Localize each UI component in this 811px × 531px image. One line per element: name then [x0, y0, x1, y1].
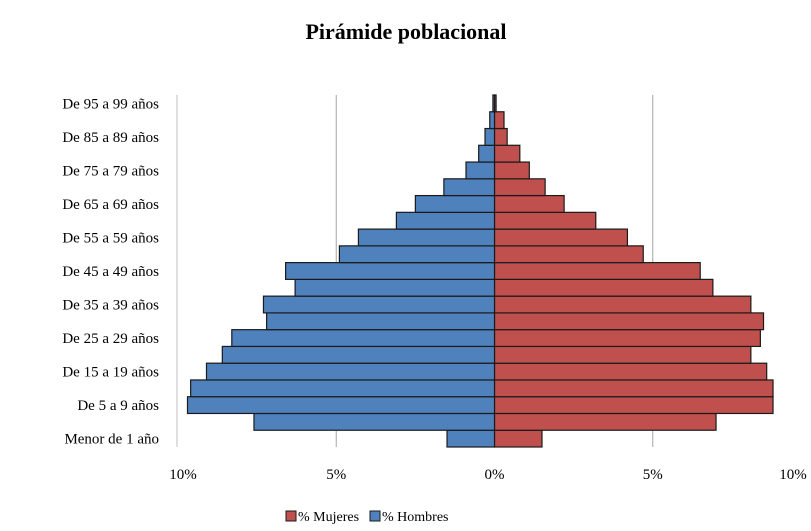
bar-mujeres [493, 412, 717, 431]
bar-hombres [253, 412, 496, 431]
bar-mujeres [493, 211, 597, 230]
bar-mujeres [493, 127, 508, 146]
y-tick-label: De 25 a 29 años [62, 331, 159, 347]
x-axis-labels: 10% 5% 0% 5% 10% [169, 467, 807, 483]
bar-mujeres [493, 245, 644, 264]
y-tick-label: De 5 a 9 años [77, 398, 159, 414]
bar-hombres [294, 278, 496, 297]
y-tick-label: De 15 a 19 años [62, 365, 159, 381]
y-tick-label: De 85 a 89 años [62, 130, 159, 146]
x-tick-label: 10% [779, 467, 807, 483]
bar-mujeres [493, 111, 505, 130]
bar-hombres [395, 211, 496, 230]
bar-hombres [465, 161, 496, 180]
bar-hombres [186, 396, 496, 415]
legend: % Mujeres % Hombres [285, 510, 449, 525]
bar-mujeres [493, 262, 701, 280]
bar-hombres [205, 362, 496, 381]
bar-mujeres [493, 396, 774, 415]
legend-swatch [285, 510, 297, 522]
x-tick-label: 5% [643, 467, 663, 483]
bar-mujeres [493, 362, 768, 381]
y-tick-label: De 65 a 69 años [62, 197, 159, 213]
bar-mujeres [493, 295, 752, 314]
bar-hombres [492, 94, 496, 113]
bars [186, 94, 774, 448]
bar-hombres [338, 245, 496, 264]
y-tick-label: De 95 a 99 años [62, 96, 159, 112]
bar-mujeres [493, 161, 530, 180]
legend-item: % Hombres [369, 510, 449, 525]
legend-item: % Mujeres [285, 510, 359, 525]
bar-hombres [489, 111, 496, 130]
bar-mujeres [493, 178, 546, 197]
legend-label: % Mujeres [298, 510, 359, 525]
bar-mujeres [493, 329, 761, 348]
bar-hombres [443, 178, 496, 197]
y-tick-label: De 45 a 49 años [62, 264, 159, 280]
bar-mujeres [493, 312, 765, 331]
bar-hombres [266, 312, 496, 331]
bar-hombres [478, 144, 496, 163]
bar-mujeres [493, 429, 543, 448]
y-tick-label: De 55 a 59 años [62, 230, 159, 246]
legend-label: % Hombres [382, 510, 449, 525]
bar-mujeres [493, 144, 521, 163]
bar-mujeres [493, 194, 565, 213]
y-axis-labels: Menor de 1 año De 5 a 9 años De 15 a 19 añ… [62, 96, 159, 447]
y-tick-label: De 35 a 39 años [62, 298, 159, 314]
legend-swatch [369, 510, 381, 522]
bar-hombres [221, 345, 496, 364]
chart-title: Pirámide poblacional [305, 19, 506, 44]
bar-hombres [414, 194, 496, 213]
y-tick-label: De 75 a 79 años [62, 163, 159, 179]
bar-hombres [190, 379, 496, 398]
bar-mujeres [493, 278, 714, 297]
y-tick-label: Menor de 1 año [64, 432, 159, 448]
bar-hombres [285, 262, 496, 280]
bar-mujeres [493, 379, 774, 398]
bar-mujeres [493, 345, 752, 364]
x-tick-label: 10% [169, 467, 197, 483]
bar-hombres [231, 329, 496, 348]
bar-mujeres [493, 228, 629, 247]
bar-hombres [262, 295, 496, 314]
bar-hombres [484, 127, 496, 146]
bar-hombres [357, 228, 496, 247]
bar-hombres [446, 429, 496, 448]
x-tick-label: 0% [485, 467, 505, 483]
x-tick-label: 5% [326, 467, 346, 483]
